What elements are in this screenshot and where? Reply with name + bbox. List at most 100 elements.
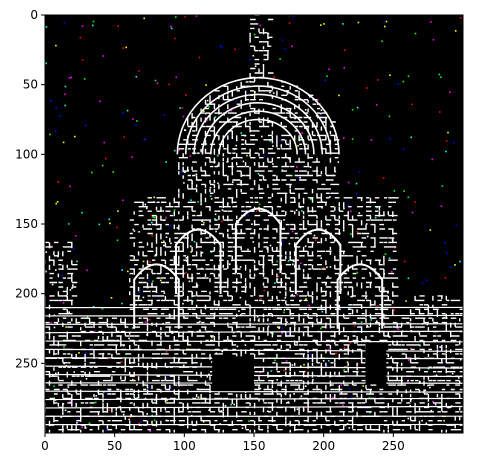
noise-pixel	[263, 155, 266, 157]
noise-pixel	[304, 109, 307, 111]
noise-pixel	[309, 166, 312, 168]
noise-pixel	[86, 315, 89, 318]
noise-pixel	[312, 379, 314, 381]
noise-pixel	[165, 216, 167, 219]
noise-pixel	[319, 115, 322, 118]
noise-pixel	[104, 157, 107, 160]
noise-pixel	[149, 318, 151, 321]
noise-pixel	[283, 311, 285, 314]
noise-pixel	[365, 223, 368, 225]
noise-pixel	[70, 76, 73, 79]
noise-pixel	[343, 346, 346, 349]
noise-pixel	[340, 391, 343, 394]
noise-pixel	[153, 419, 156, 422]
noise-pixel	[228, 263, 231, 265]
noise-pixel	[326, 365, 328, 367]
noise-pixel	[68, 311, 70, 313]
noise-pixel	[299, 206, 302, 209]
noise-pixel	[64, 104, 67, 107]
noise-pixel	[236, 345, 239, 348]
noise-pixel	[56, 322, 58, 325]
arch-outline	[174, 228, 222, 294]
noise-pixel	[281, 327, 284, 330]
noise-pixel	[291, 174, 293, 177]
noise-pixel	[375, 104, 378, 106]
noise-pixel	[140, 421, 142, 423]
noise-pixel	[103, 391, 105, 393]
noise-pixel	[202, 421, 205, 423]
noise-pixel	[162, 210, 164, 212]
noise-pixel	[72, 284, 74, 286]
noise-pixel	[297, 145, 299, 147]
platform-line	[45, 405, 463, 409]
noise-pixel	[98, 223, 101, 226]
noise-pixel	[270, 332, 272, 334]
noise-pixel	[190, 251, 192, 253]
noise-pixel	[285, 116, 288, 119]
noise-pixel	[383, 21, 385, 23]
noise-pixel	[181, 107, 184, 109]
noise-pixel	[81, 25, 84, 27]
noise-pixel	[255, 210, 258, 212]
noise-pixel	[221, 46, 223, 49]
noise-pixel	[434, 403, 437, 406]
noise-pixel	[133, 230, 136, 232]
noise-pixel	[407, 417, 410, 420]
noise-pixel	[376, 305, 379, 307]
noise-pixel	[296, 342, 298, 344]
noise-pixel	[81, 426, 83, 429]
noise-pixel	[451, 372, 454, 375]
noise-pixel	[199, 320, 201, 323]
noise-pixel	[350, 210, 352, 213]
noise-pixel	[235, 290, 238, 293]
noise-pixel	[304, 245, 307, 248]
noise-pixel	[274, 282, 276, 284]
y-tick-label: 50	[23, 78, 38, 92]
noise-pixel	[342, 404, 344, 407]
noise-pixel	[357, 363, 359, 366]
noise-pixel	[308, 304, 310, 307]
noise-pixel	[283, 369, 285, 372]
noise-pixel	[55, 130, 57, 132]
noise-pixel	[251, 223, 253, 225]
x-tick-label: 150	[243, 439, 266, 453]
noise-pixel	[269, 244, 272, 247]
noise-pixel	[170, 25, 172, 28]
noise-pixel	[458, 377, 460, 379]
noise-pixel	[355, 182, 358, 185]
noise-pixel	[332, 313, 334, 316]
noise-pixel	[189, 155, 192, 157]
noise-pixel	[329, 266, 332, 268]
noise-pixel	[217, 164, 219, 167]
noise-pixel	[197, 201, 199, 203]
noise-pixel	[173, 149, 176, 152]
noise-pixel	[342, 229, 345, 232]
noise-pixel	[343, 137, 345, 139]
noise-pixel	[348, 388, 351, 390]
x-tick-label: 50	[107, 439, 122, 453]
noise-pixel	[259, 387, 262, 390]
noise-pixel	[130, 414, 132, 416]
noise-pixel	[210, 251, 213, 253]
noise-pixel	[142, 260, 145, 263]
noise-pixel	[292, 263, 294, 266]
noise-pixel	[230, 403, 232, 406]
noise-pixel	[445, 150, 447, 153]
noise-pixel	[88, 422, 91, 424]
noise-pixel	[343, 207, 345, 210]
noise-pixel	[108, 409, 111, 411]
noise-pixel	[50, 100, 52, 102]
noise-pixel	[131, 156, 133, 158]
noise-pixel	[55, 106, 57, 109]
noise-pixel	[320, 257, 322, 260]
noise-pixel	[138, 422, 141, 424]
noise-pixel	[246, 154, 248, 157]
noise-pixel	[407, 379, 409, 382]
noise-pixel	[146, 413, 148, 415]
noise-pixel	[340, 384, 342, 386]
noise-pixel	[49, 133, 51, 136]
noise-pixel	[123, 136, 126, 138]
noise-pixel	[315, 115, 318, 117]
noise-pixel	[366, 324, 368, 327]
